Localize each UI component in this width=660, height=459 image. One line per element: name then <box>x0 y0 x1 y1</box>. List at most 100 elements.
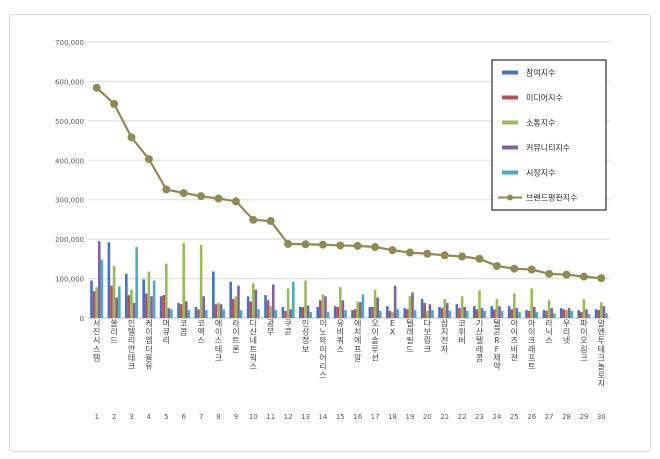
line-point <box>458 252 467 261</box>
legend-swatch <box>502 70 518 75</box>
line-point <box>545 269 554 278</box>
bar <box>562 309 566 318</box>
bar <box>197 309 200 318</box>
bar <box>585 309 588 318</box>
rank-label: 28 <box>562 413 571 421</box>
bar <box>597 310 600 318</box>
bar <box>373 289 377 318</box>
bar <box>510 309 513 318</box>
bar <box>587 314 591 318</box>
bar <box>525 310 528 318</box>
bar <box>252 283 255 318</box>
bar <box>281 306 285 318</box>
bar <box>530 288 533 318</box>
rank-label: 11 <box>266 413 275 421</box>
y-tick-label: 500,000 <box>55 118 84 126</box>
bar <box>391 312 394 318</box>
rank-label: 30 <box>597 413 606 421</box>
bar <box>237 285 240 318</box>
bar <box>142 279 145 318</box>
bar <box>95 287 98 318</box>
bar <box>478 290 481 318</box>
bar <box>507 306 511 318</box>
bar <box>535 312 539 318</box>
bar <box>112 265 116 318</box>
y-tick-label: 200,000 <box>55 236 84 244</box>
rank-label: 26 <box>527 413 536 421</box>
rank-label: 15 <box>336 413 345 421</box>
rank-label: 29 <box>579 413 588 421</box>
bar <box>306 305 310 318</box>
bar <box>286 288 290 318</box>
bar <box>284 310 287 318</box>
legend-label: 커뮤니티지수 <box>526 143 570 153</box>
bar <box>159 296 163 318</box>
bar <box>547 300 551 318</box>
line-point <box>214 194 223 203</box>
rank-label: 2 <box>112 413 116 421</box>
bar <box>513 293 516 318</box>
bar <box>217 303 220 318</box>
bar <box>165 263 168 318</box>
line-point <box>388 246 397 255</box>
bar <box>90 280 93 318</box>
bar <box>438 306 441 318</box>
bar <box>98 241 101 318</box>
bar <box>107 242 111 318</box>
bar <box>542 310 546 318</box>
bar <box>493 309 496 318</box>
bar <box>550 308 553 318</box>
bar <box>431 310 434 318</box>
bar <box>214 304 218 318</box>
bar <box>234 296 238 318</box>
line-point <box>231 197 240 206</box>
bar <box>232 299 235 318</box>
bar <box>185 301 188 318</box>
line-point <box>423 249 432 258</box>
bar <box>428 304 432 318</box>
bar <box>356 301 359 318</box>
bar <box>379 310 382 318</box>
line-point <box>440 251 449 260</box>
bar <box>177 303 180 318</box>
rank-label: 5 <box>164 413 168 421</box>
rank-label: 27 <box>545 413 554 421</box>
bar <box>316 306 319 318</box>
bar <box>344 310 347 318</box>
bar <box>351 310 354 318</box>
line-point <box>318 240 327 249</box>
bar <box>396 309 399 318</box>
y-tick-label: 300,000 <box>55 197 84 205</box>
y-tick-label: 100,000 <box>55 276 84 284</box>
bar <box>162 295 165 318</box>
legend-swatch <box>502 120 518 125</box>
legend-swatch <box>502 95 518 100</box>
bar <box>570 310 573 318</box>
bar <box>371 306 374 318</box>
bar <box>605 313 608 318</box>
legend-label: 시장지수 <box>526 168 555 178</box>
bar <box>326 312 330 318</box>
legend-swatch <box>502 145 518 150</box>
rank-label: 25 <box>510 413 519 421</box>
bar <box>246 296 250 318</box>
bar <box>577 310 580 318</box>
bar <box>319 300 322 318</box>
bar <box>545 310 548 318</box>
